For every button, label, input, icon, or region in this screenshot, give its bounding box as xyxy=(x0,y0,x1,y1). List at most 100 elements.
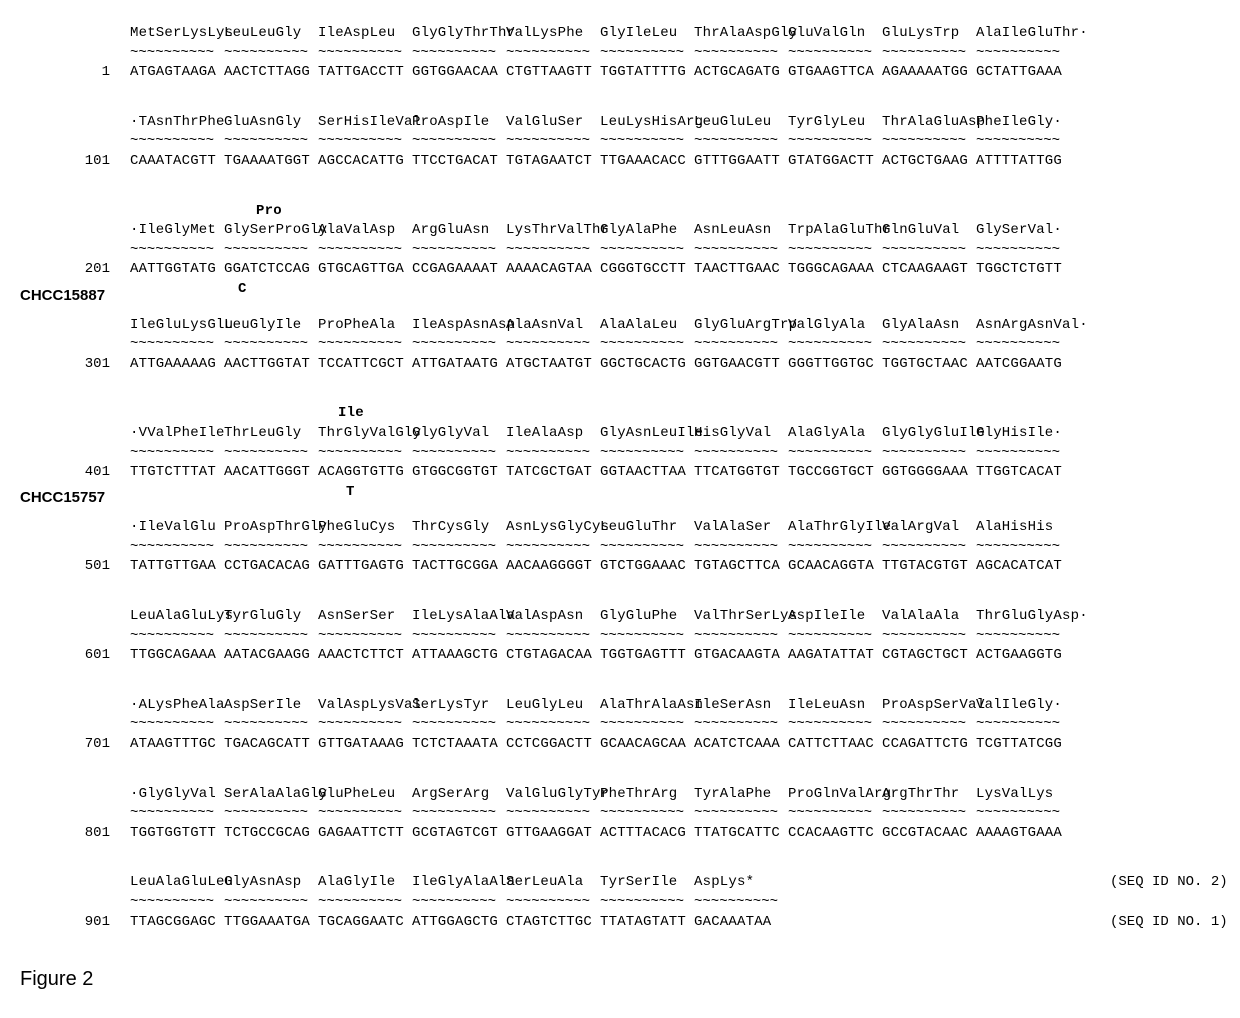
sequence-group: IleLeuAsn xyxy=(788,696,882,716)
sequence-group: CGGGTGCCTT xyxy=(600,260,694,280)
sequence-row: ·IleValGluProAspThrGlyPheGluCysThrCysGly… xyxy=(20,518,1220,538)
sequence-group: ~~~~~~~~~~ xyxy=(600,44,694,64)
sequence-row: ·TAsnThrPheGluAsnGlySerHisIleValProAspIl… xyxy=(20,113,1220,133)
sequence-group: AGCACATCAT xyxy=(976,557,1070,577)
sequence-group: CCGAGAAAAT xyxy=(412,260,506,280)
sequence-row: ~~~~~~~~~~~~~~~~~~~~~~~~~~~~~~~~~~~~~~~~… xyxy=(20,893,1220,913)
sequence-group: GCGTAGTCGT xyxy=(412,824,506,844)
sequence-group: TGTAGAATCT xyxy=(506,152,600,172)
sequence-group xyxy=(882,873,976,893)
sequence-group: AAAAGTGAAA xyxy=(976,824,1070,844)
position-label: 901 xyxy=(20,913,130,933)
sequence-group: ~~~~~~~~~~ xyxy=(506,132,600,152)
sequence-group: GlyAlaPhe xyxy=(600,221,694,241)
mutation-nuc: C xyxy=(224,280,332,300)
sequence-groups: ATTGAAAAAGAACTTGGTATTCCATTCGCTATTGATAATG… xyxy=(130,355,1070,375)
sequence-group: CAAATACGTT xyxy=(130,152,224,172)
sequence-group: LeuLysHisArg xyxy=(600,113,694,133)
sequence-group xyxy=(882,913,976,933)
sequence-block: MetSerLysLysLeuLeuGlyIleAspLeuGlyGlyThrT… xyxy=(20,24,1220,83)
sequence-group: ~~~~~~~~~~ xyxy=(130,241,224,261)
sequence-group: CCTGACACAG xyxy=(224,557,318,577)
sequence-group: ~~~~~~~~~~ xyxy=(600,132,694,152)
sequence-group: AlaAlaLeu xyxy=(600,316,694,336)
sequence-group: GAGAATTCTT xyxy=(318,824,412,844)
sequence-group: GTTGATAAAG xyxy=(318,735,412,755)
sequence-group: LysValLys xyxy=(976,785,1070,805)
sequence-group: GlnGluVal xyxy=(882,221,976,241)
sequence-group: ~~~~~~~~~~ xyxy=(882,335,976,355)
sequence-group: ~~~~~~~~~~ xyxy=(224,715,318,735)
sequence-group: ~~~~~~~~~~ xyxy=(976,132,1070,152)
sequence-groups: ~~~~~~~~~~~~~~~~~~~~~~~~~~~~~~~~~~~~~~~~… xyxy=(130,241,1070,261)
sequence-group: CCTCGGACTT xyxy=(506,735,600,755)
sequence-groups: CAAATACGTTTGAAAATGGTAGCCACATTGTTCCTGACAT… xyxy=(130,152,1070,172)
sequence-group: ~~~~~~~~~~ xyxy=(224,444,318,464)
sequence-group: CTCAAGAAGT xyxy=(882,260,976,280)
sequence-group: TGAAAATGGT xyxy=(224,152,318,172)
sequence-group: ~~~~~~~~~~ xyxy=(412,241,506,261)
sequence-group: ~~~~~~~~~~ xyxy=(882,715,976,735)
sequence-row: 1ATGAGTAAGAAACTCTTAGGTATTGACCTTGGTGGAACA… xyxy=(20,63,1220,83)
sequence-block: IleGluLysGluLeuGlyIleProPheAlaIleAspAsnA… xyxy=(20,316,1220,375)
sequence-group: GlySerVal· xyxy=(976,221,1070,241)
sequence-group: IleLysAlaAla xyxy=(412,607,506,627)
sequence-group: ProAspThrGly xyxy=(224,518,318,538)
sequence-group: TGGGCAGAAA xyxy=(788,260,882,280)
sequence-groups: ·ALysPheAlaAspSerIleValAspLysValSerLysTy… xyxy=(130,696,1070,716)
sequence-group: GluPheLeu xyxy=(318,785,412,805)
sequence-group: ~~~~~~~~~~ xyxy=(882,241,976,261)
sequence-group: GTGACAAGTA xyxy=(694,646,788,666)
sequence-row: IleGluLysGluLeuGlyIleProPheAlaIleAspAsnA… xyxy=(20,316,1220,336)
sequence-group xyxy=(976,913,1070,933)
sequence-group: TTATAGTATT xyxy=(600,913,694,933)
sequence-groups: TTAGCGGAGCTTGGAAATGATGCAGGAATCATTGGAGCTG… xyxy=(130,913,1070,933)
sequence-group: GluValGln xyxy=(788,24,882,44)
sequence-group: ~~~~~~~~~~ xyxy=(694,132,788,152)
sequence-group: TCGTTATCGG xyxy=(976,735,1070,755)
sequence-group: GGATCTCCAG xyxy=(224,260,318,280)
sequence-group: AATCGGAATG xyxy=(976,355,1070,375)
sequence-group: TACTTGCGGA xyxy=(412,557,506,577)
sequence-group: ValAspLysVal xyxy=(318,696,412,716)
sequence-groups: TTGGCAGAAAAATACGAAGGAAACTCTTCTATTAAAGCTG… xyxy=(130,646,1070,666)
sequence-group: CGTAGCTGCT xyxy=(882,646,976,666)
sequence-group xyxy=(976,873,1070,893)
sequence-group: TyrAlaPhe xyxy=(694,785,788,805)
sequence-block: ·ALysPheAlaAspSerIleValAspLysValSerLysTy… xyxy=(20,696,1220,755)
sequence-group: ~~~~~~~~~~ xyxy=(600,241,694,261)
sequence-group: SerLeuAla xyxy=(506,873,600,893)
sequence-group: GCCGTACAAC xyxy=(882,824,976,844)
sequence-group: ~~~~~~~~~~ xyxy=(976,335,1070,355)
sequence-group: ~~~~~~~~~~ xyxy=(130,44,224,64)
sequence-group: ~~~~~~~~~~ xyxy=(318,44,412,64)
sequence-groups: ·VValPheIleThrLeuGlyThrGlyValGlyGlyGlyVa… xyxy=(130,424,1070,444)
sequence-block: Ile·VValPheIleThrLeuGlyThrGlyValGlyGlyGl… xyxy=(20,404,1220,508)
sequence-group: TrpAlaGluThr xyxy=(788,221,882,241)
sequence-row: 101CAAATACGTTTGAAAATGGTAGCCACATTGTTCCTGA… xyxy=(20,152,1220,172)
sequence-group: ·VValPheIle xyxy=(130,424,224,444)
sequence-group: ~~~~~~~~~~ xyxy=(224,627,318,647)
sequence-group: TTCATGGTGT xyxy=(694,463,788,483)
sequence-group: ACTGCTGAAG xyxy=(882,152,976,172)
sequence-group: ACATCTCAAA xyxy=(694,735,788,755)
sequence-group: ~~~~~~~~~~ xyxy=(882,44,976,64)
sequence-group: GGTGAACGTT xyxy=(694,355,788,375)
sequence-group: ~~~~~~~~~~ xyxy=(882,804,976,824)
sequence-group: ·IleValGlu xyxy=(130,518,224,538)
sequence-group: ThrGluGlyAsp· xyxy=(976,607,1070,627)
position-label: 701 xyxy=(20,735,130,755)
sequence-group: GTTGAAGGAT xyxy=(506,824,600,844)
sequence-group: CTGTTAAGTT xyxy=(506,63,600,83)
sequence-group: ~~~~~~~~~~ xyxy=(788,241,882,261)
sequence-group: ~~~~~~~~~~ xyxy=(694,241,788,261)
sequence-group: ~~~~~~~~~~ xyxy=(130,444,224,464)
sequence-group: ATGAGTAAGA xyxy=(130,63,224,83)
sequence-row: ~~~~~~~~~~~~~~~~~~~~~~~~~~~~~~~~~~~~~~~~… xyxy=(20,804,1220,824)
sequence-group: ~~~~~~~~~~ xyxy=(600,893,694,913)
sequence-group: CCAGATTCTG xyxy=(882,735,976,755)
sequence-group: ~~~~~~~~~~ xyxy=(882,538,976,558)
sequence-group: HisGlyVal xyxy=(694,424,788,444)
sequence-group: ~~~~~~~~~~ xyxy=(506,241,600,261)
sequence-group: AATTGGTATG xyxy=(130,260,224,280)
